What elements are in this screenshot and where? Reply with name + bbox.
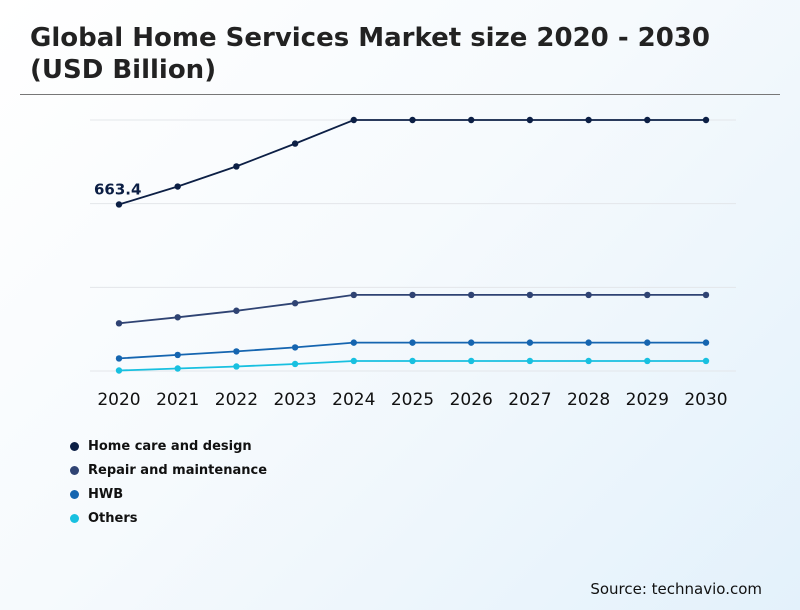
data-point	[233, 363, 240, 370]
data-point	[409, 357, 416, 365]
legend-label: Repair and maintenance	[88, 462, 268, 478]
data-point	[233, 163, 240, 170]
legend-label: Home care and design	[88, 438, 252, 454]
series-lines	[118, 119, 706, 372]
data-point	[350, 291, 357, 299]
legend-marker	[70, 465, 79, 475]
gridlines	[90, 119, 736, 372]
data-point	[585, 116, 592, 124]
data-point	[526, 116, 534, 124]
x-tick-label: 2028	[567, 390, 610, 410]
data-point	[291, 360, 299, 368]
data-point	[174, 314, 181, 321]
x-tick-label: 2025	[391, 390, 434, 410]
data-point	[233, 307, 240, 314]
source-credit: Source: technavio.com	[590, 580, 762, 598]
x-tick-label: 2026	[450, 390, 493, 410]
data-point	[115, 320, 123, 327]
title-divider	[20, 94, 780, 95]
data-point	[644, 291, 651, 299]
chart-title: Global Home Services Market size 2020 - …	[30, 23, 711, 85]
data-point	[526, 339, 534, 346]
legend-marker	[70, 513, 79, 523]
data-point	[702, 357, 710, 365]
data-points	[115, 116, 710, 374]
x-tick-label: 2024	[332, 390, 375, 410]
x-tick-label: 2030	[684, 390, 727, 410]
x-tick-label: 2027	[508, 390, 551, 410]
annotations: 663.4	[94, 180, 141, 198]
data-point	[644, 357, 651, 365]
data-point	[174, 183, 181, 190]
x-tick-label: 2020	[97, 390, 140, 410]
data-label: 663.4	[94, 180, 141, 198]
series-line	[118, 119, 706, 206]
data-point	[468, 357, 475, 365]
data-point	[115, 201, 123, 208]
data-point	[350, 339, 357, 346]
x-tick-label: 2029	[626, 390, 669, 410]
data-point	[468, 116, 475, 124]
legend-marker	[70, 489, 79, 499]
data-point	[291, 344, 299, 351]
data-point	[468, 291, 475, 299]
data-point	[585, 291, 592, 299]
data-point	[409, 291, 416, 299]
data-point	[585, 339, 592, 346]
x-axis-ticks: 2020 2021 2022 2023 2024 2025 2026 2027 2028 2029…	[97, 390, 727, 410]
data-point	[644, 339, 651, 346]
data-point	[350, 116, 357, 124]
data-point	[350, 357, 357, 365]
legend-item: HWB	[70, 482, 267, 506]
x-tick-label: 2022	[215, 390, 258, 410]
legend-item: Repair and maintenance	[70, 458, 267, 482]
data-point	[233, 348, 240, 355]
data-point	[174, 365, 181, 372]
legend-label: HWB	[88, 486, 124, 502]
data-point	[291, 300, 299, 307]
data-point	[115, 355, 123, 362]
data-point	[526, 357, 534, 365]
data-point	[291, 140, 299, 147]
data-point	[644, 116, 651, 124]
legend: Home care and design Repair and maintenan…	[70, 434, 267, 530]
x-tick-label: 2023	[273, 390, 316, 410]
series-line	[118, 293, 706, 325]
data-point	[702, 116, 710, 124]
x-tick-label: 2021	[156, 390, 199, 410]
legend-item: Others	[70, 506, 267, 530]
data-point	[526, 291, 534, 299]
legend-label: Others	[88, 510, 138, 526]
data-point	[585, 357, 592, 365]
data-point	[702, 291, 710, 299]
data-point	[468, 339, 475, 346]
data-point	[409, 116, 416, 124]
legend-item: Home care and design	[70, 434, 267, 458]
legend-marker	[70, 441, 79, 451]
data-point	[115, 367, 123, 374]
data-point	[174, 351, 181, 359]
data-point	[702, 339, 710, 346]
data-point	[409, 339, 416, 346]
